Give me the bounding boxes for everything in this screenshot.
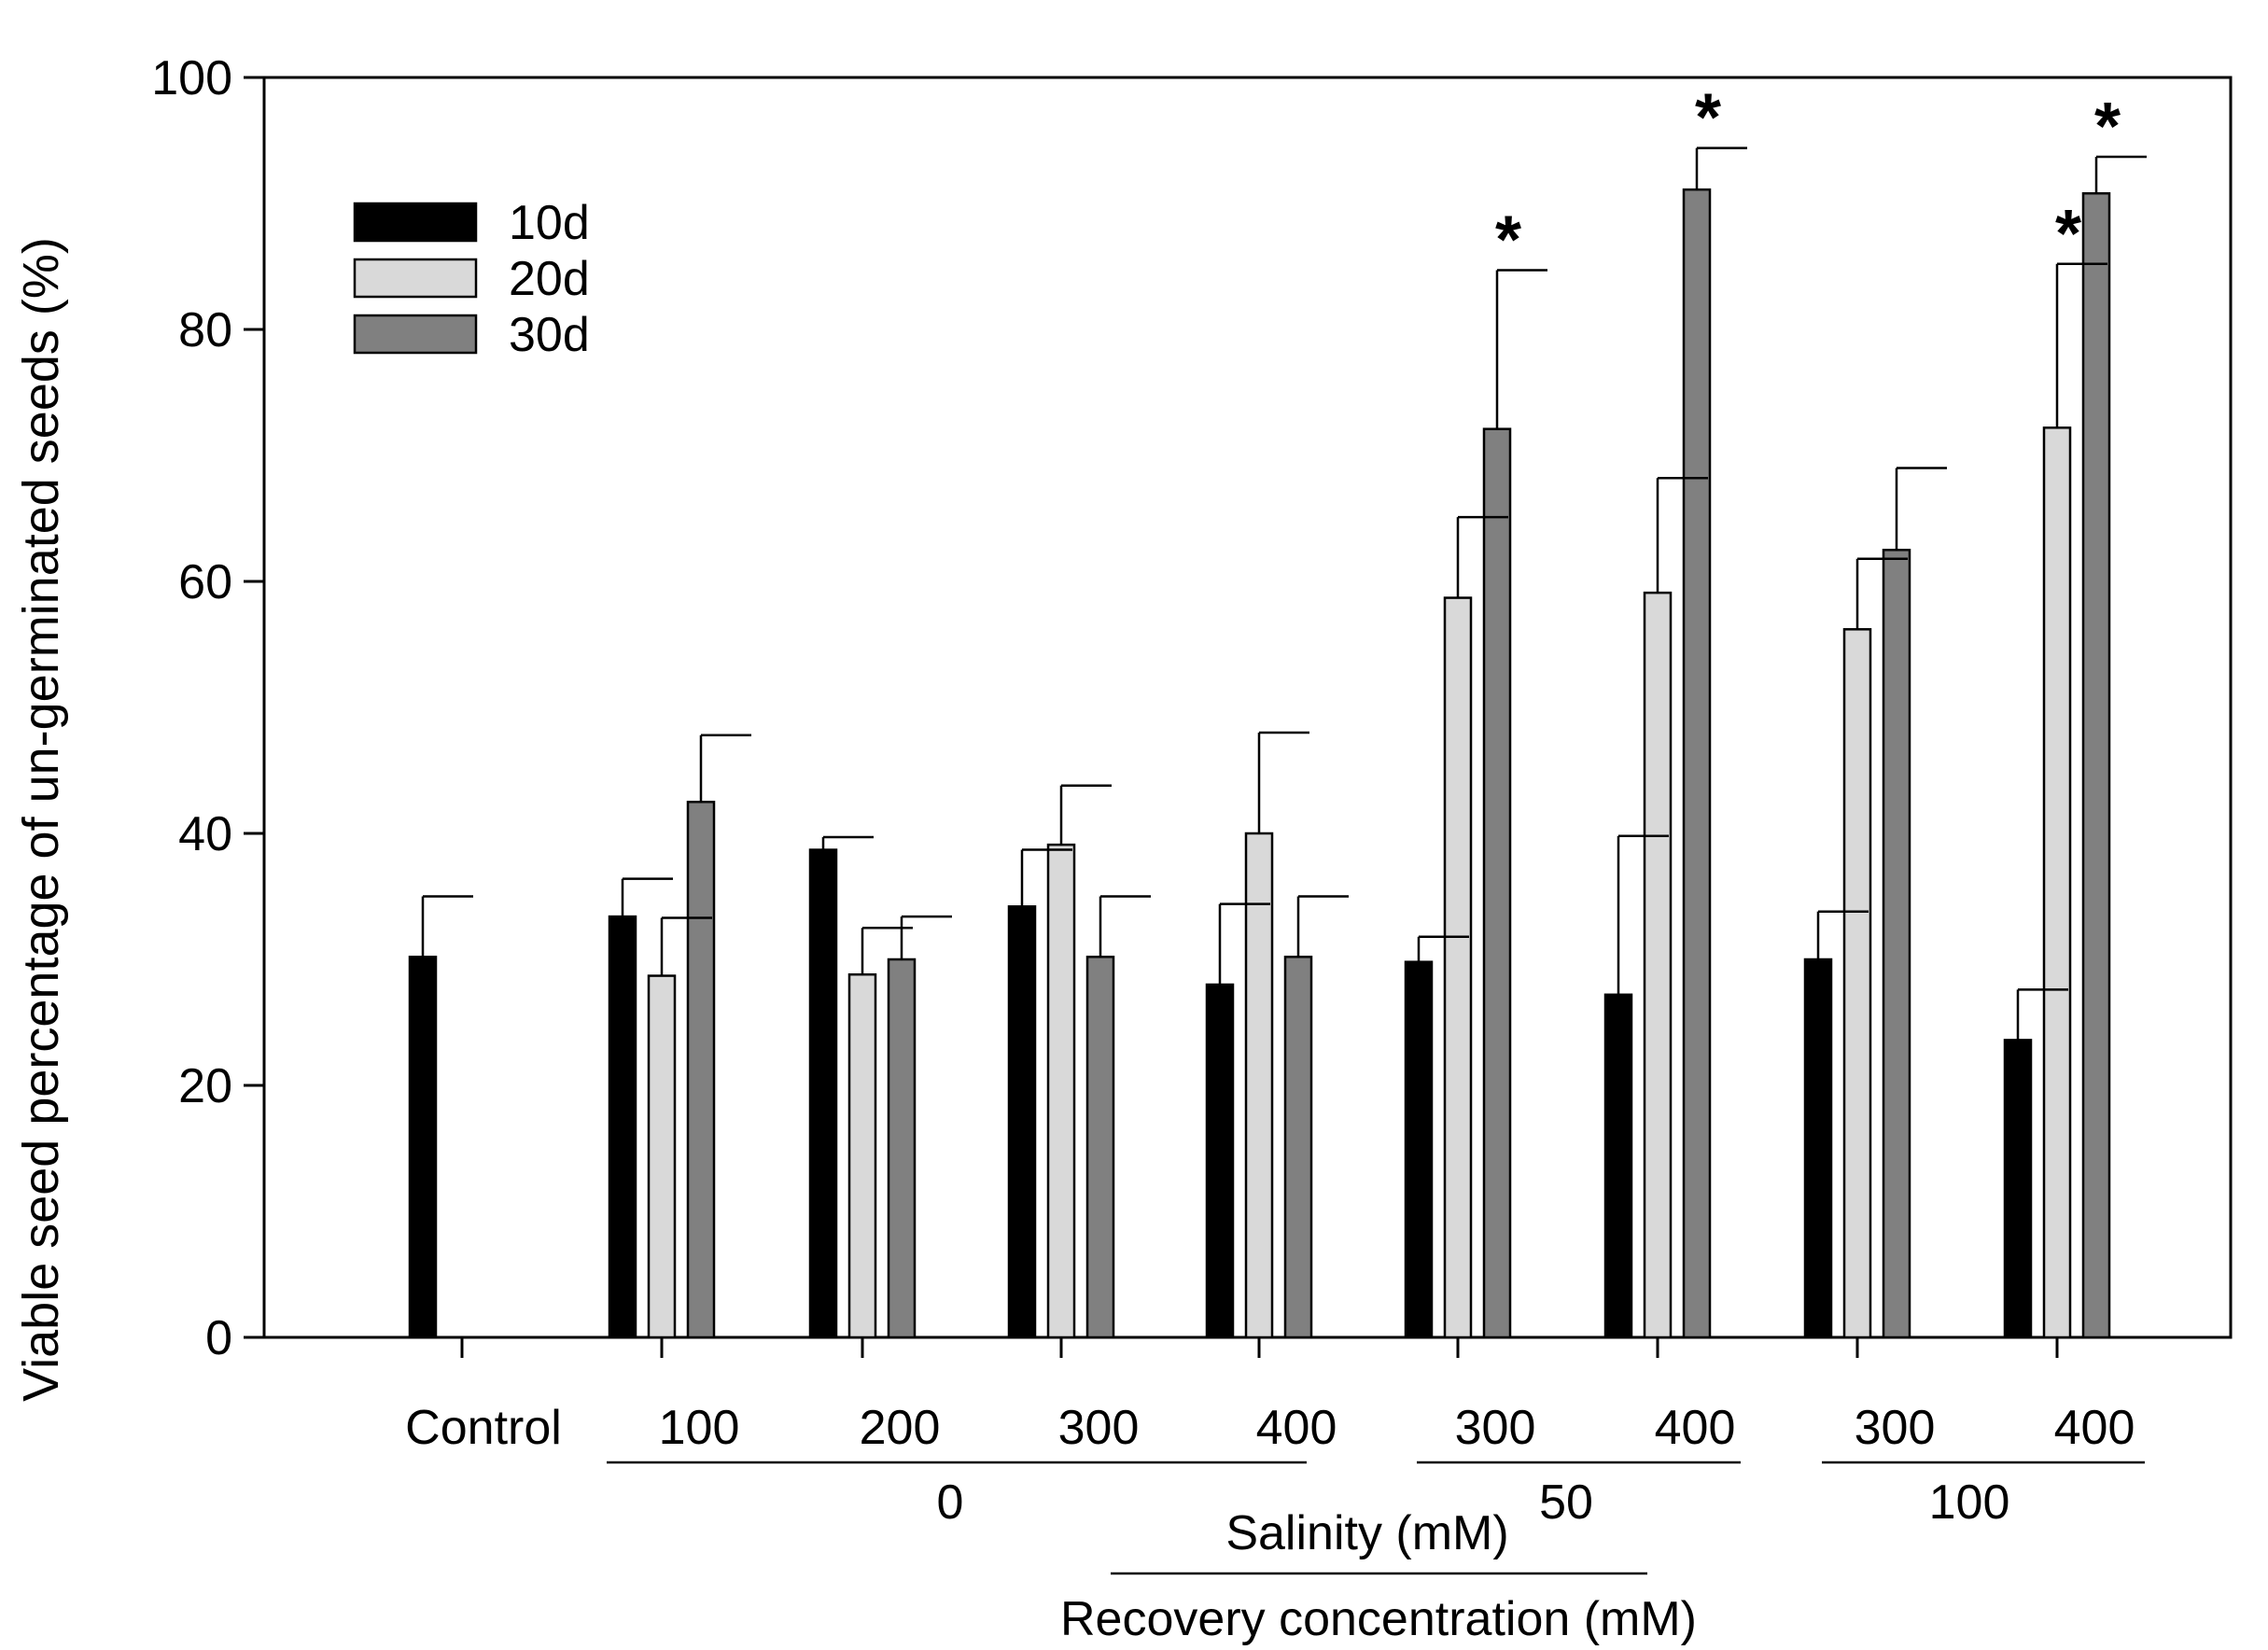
x-category-label: 400 bbox=[1655, 1401, 1736, 1455]
group-label: 100 bbox=[1929, 1475, 2010, 1530]
legend-swatch-20d bbox=[353, 258, 478, 299]
bar-20d-1 bbox=[647, 974, 677, 1339]
bar-20d-6 bbox=[1643, 591, 1673, 1339]
y-tick-label: 60 bbox=[178, 555, 232, 609]
significance-star: * bbox=[1495, 203, 1521, 278]
x-category-label: 100 bbox=[659, 1401, 740, 1455]
bar-20d-4 bbox=[1244, 832, 1274, 1339]
group-label: 50 bbox=[1539, 1475, 1593, 1530]
x-category-label: 200 bbox=[860, 1401, 941, 1455]
y-tick-label: 0 bbox=[205, 1311, 232, 1365]
significance-star: * bbox=[1695, 81, 1721, 156]
bar-20d-3 bbox=[1046, 843, 1076, 1339]
bar-30d-7 bbox=[1882, 549, 1911, 1339]
bar-10d-3 bbox=[1007, 905, 1037, 1339]
bar-30d-2 bbox=[887, 958, 917, 1339]
bar-20d-8 bbox=[2042, 426, 2072, 1339]
bar-20d-7 bbox=[1842, 628, 1872, 1339]
bar-30d-6 bbox=[1682, 188, 1712, 1339]
y-tick-label: 40 bbox=[178, 807, 232, 861]
x-category-label: 400 bbox=[1256, 1401, 1337, 1455]
bar-10d-6 bbox=[1603, 993, 1633, 1339]
x-category-label: 300 bbox=[1455, 1401, 1536, 1455]
group-label: 0 bbox=[937, 1475, 964, 1530]
bar-30d-5 bbox=[1482, 427, 1512, 1339]
legend-swatch-10d bbox=[353, 202, 478, 243]
significance-star: * bbox=[2094, 90, 2121, 164]
x-category-label: 300 bbox=[1058, 1401, 1140, 1455]
bar-30d-4 bbox=[1283, 956, 1313, 1339]
bar-10d-5 bbox=[1404, 960, 1434, 1339]
salinity-label: Salinity (mM) bbox=[1225, 1506, 1508, 1560]
legend-label-10d: 10d bbox=[509, 196, 590, 250]
legend-swatch-30d bbox=[353, 314, 478, 355]
bar-30d-8 bbox=[2081, 191, 2111, 1339]
bar-10d-2 bbox=[808, 848, 838, 1339]
y-tick-label: 20 bbox=[178, 1059, 232, 1113]
bar-30d-1 bbox=[686, 801, 716, 1339]
legend-label-30d: 30d bbox=[509, 308, 590, 362]
y-axis-title: Viable seed percentage of un-germinated … bbox=[13, 237, 69, 1402]
significance-star: * bbox=[2055, 197, 2081, 272]
bar-10d-4 bbox=[1205, 983, 1235, 1339]
y-tick-label: 80 bbox=[178, 303, 232, 357]
legend-label-20d: 20d bbox=[509, 252, 590, 306]
x-category-label: 400 bbox=[2054, 1401, 2135, 1455]
x-category-label: Control bbox=[405, 1401, 562, 1455]
bar-20d-2 bbox=[847, 972, 877, 1339]
bar-30d-3 bbox=[1085, 956, 1115, 1339]
x-category-label: 300 bbox=[1855, 1401, 1936, 1455]
bar-10d-0 bbox=[408, 956, 438, 1339]
y-tick-label: 100 bbox=[151, 51, 232, 105]
recovery-label: Recovery concentration (mM) bbox=[1060, 1592, 1697, 1646]
bar-10d-8 bbox=[2003, 1039, 2033, 1339]
bar-10d-7 bbox=[1803, 958, 1833, 1339]
bar-20d-5 bbox=[1443, 596, 1473, 1339]
bar-10d-1 bbox=[608, 915, 637, 1339]
